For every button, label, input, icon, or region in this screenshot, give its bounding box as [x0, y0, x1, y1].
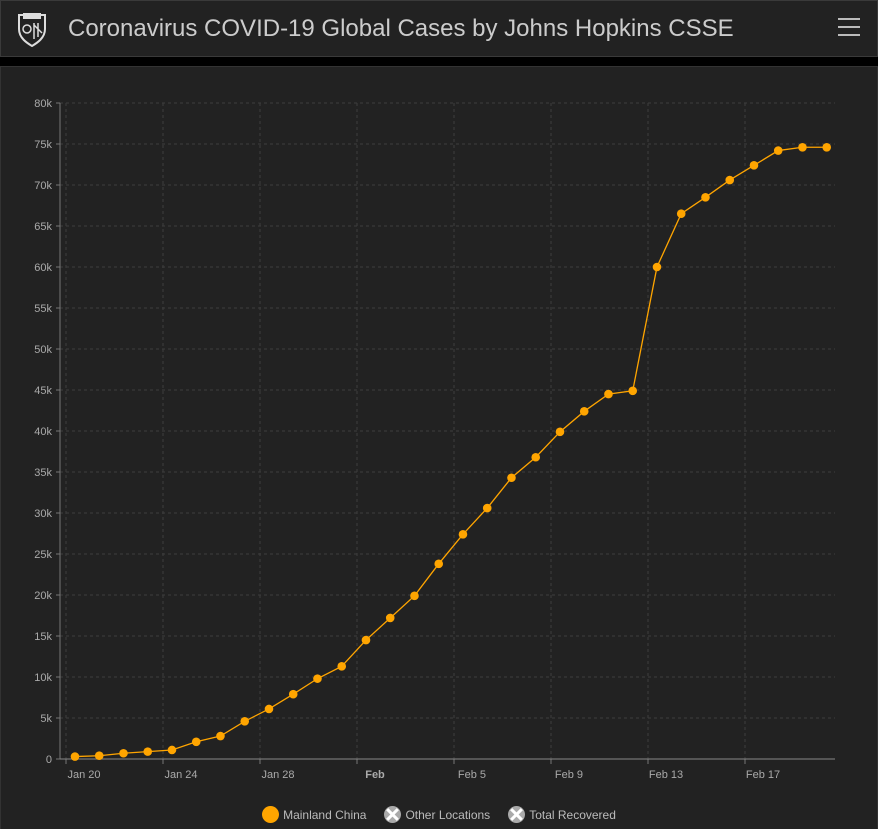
data-point	[288, 689, 298, 699]
data-point	[143, 747, 153, 756]
data-point	[773, 146, 783, 155]
y-tick-label: 5k	[40, 713, 52, 725]
data-point	[822, 142, 832, 152]
data-point	[385, 613, 395, 623]
y-tick-label: 55k	[34, 303, 52, 315]
x-tick-label: Feb 9	[555, 769, 583, 781]
data-point	[410, 591, 419, 601]
data-point	[531, 452, 541, 462]
x-tick-label: Feb 5	[458, 769, 486, 781]
y-tick-label: 60k	[34, 262, 52, 274]
data-point	[313, 674, 322, 683]
x-tick-label: Feb	[365, 769, 385, 781]
chart-panel	[0, 66, 878, 829]
jhu-shield-logo-icon	[18, 13, 46, 47]
y-tick-label: 25k	[34, 549, 52, 561]
y-tick-label: 35k	[34, 467, 52, 479]
data-point	[579, 407, 589, 416]
series-line-mainland-china	[74, 146, 827, 758]
legend-item-total-recovered[interactable]: Total Recovered	[508, 806, 616, 823]
y-tick-label: 40k	[34, 426, 52, 438]
data-point	[798, 142, 807, 152]
data-point	[482, 503, 492, 513]
y-tick-label: 20k	[34, 590, 52, 602]
y-tick-label: 10k	[34, 672, 52, 684]
data-point	[434, 559, 444, 569]
data-point	[604, 389, 613, 399]
legend-item-other-locations[interactable]: Other Locations	[384, 806, 490, 823]
y-tick-label: 65k	[34, 221, 52, 233]
y-tick-label: 80k	[34, 98, 52, 110]
hamburger-menu-icon[interactable]	[837, 15, 861, 39]
y-tick-label: 70k	[34, 180, 52, 192]
legend-label: Total Recovered	[529, 807, 616, 822]
data-point	[119, 748, 128, 758]
data-point	[361, 635, 371, 645]
data-point	[725, 175, 735, 185]
data-point	[701, 193, 710, 202]
page-title: Coronavirus COVID-19 Global Cases by Joh…	[68, 15, 734, 42]
legend-marker-icon	[262, 806, 280, 823]
x-tick-label: Feb 17	[746, 769, 780, 781]
y-tick-label: 50k	[34, 344, 52, 356]
data-point	[240, 716, 250, 726]
legend-label: Other Locations	[405, 807, 491, 822]
x-tick-label: Jan 28	[261, 769, 294, 781]
x-tick-label: Feb 13	[649, 769, 683, 781]
data-point	[676, 209, 686, 218]
legend-item-mainland-china[interactable]: Mainland China	[262, 806, 366, 823]
data-point	[167, 745, 177, 755]
x-tick-label: Jan 20	[67, 769, 100, 781]
x-tick-label: Jan 24	[164, 769, 197, 781]
data-point	[191, 737, 201, 747]
chart-legend: Mainland China Other Locations Total Rec…	[0, 806, 878, 823]
data-point	[70, 752, 80, 761]
app-header: Coronavirus COVID-19 Global Cases by Joh…	[0, 0, 878, 57]
y-tick-label: 45k	[34, 385, 52, 397]
data-point	[507, 473, 516, 483]
y-tick-label: 75k	[34, 139, 52, 151]
y-tick-label: 15k	[34, 631, 52, 643]
y-tick-label: 0	[46, 754, 52, 766]
data-point	[216, 731, 225, 741]
legend-label: Mainland China	[283, 807, 367, 822]
data-point	[264, 704, 274, 714]
data-point	[652, 262, 662, 272]
data-point	[628, 386, 638, 396]
data-point	[94, 751, 104, 761]
legend-hidden-x-icon	[384, 806, 402, 823]
data-point	[458, 530, 468, 539]
data-point	[337, 662, 347, 671]
data-point	[749, 161, 759, 170]
data-point	[555, 427, 565, 437]
legend-hidden-x-icon	[508, 806, 526, 823]
y-tick-label: 30k	[34, 508, 52, 520]
